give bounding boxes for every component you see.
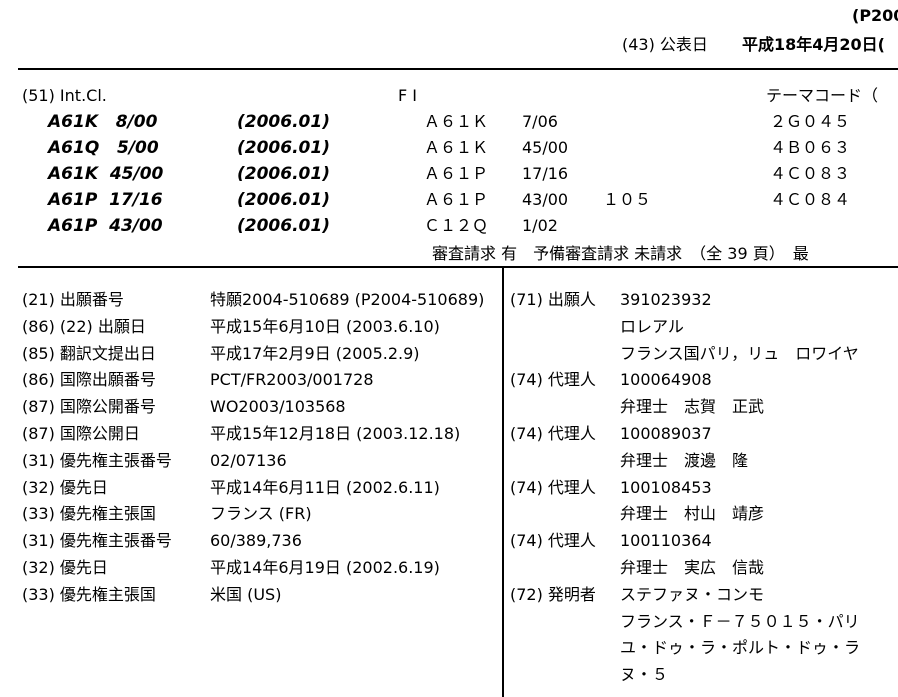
biblio-value: 平成14年6月11日 (2002.6.11) bbox=[210, 478, 440, 498]
fi-header: F I bbox=[398, 86, 417, 106]
biblio-label: (32) 優先日 bbox=[22, 478, 108, 498]
rule bbox=[18, 266, 898, 268]
biblio-label: (21) 出願番号 bbox=[22, 290, 124, 310]
biblio-value: 平成15年6月10日 (2003.6.10) bbox=[210, 317, 440, 337]
biblio-label: (86) (22) 出願日 bbox=[22, 317, 146, 337]
party-line: 391023932 bbox=[620, 290, 712, 310]
biblio-value: 平成15年12月18日 (2003.12.18) bbox=[210, 424, 460, 444]
fi-code: Ａ６１Ｐ bbox=[424, 164, 488, 184]
biblio-value: フランス (FR) bbox=[210, 504, 312, 524]
party-line: 弁理士 実広 信哉 bbox=[620, 558, 764, 578]
biblio-value: 米国 (US) bbox=[210, 585, 281, 605]
ipc-code: A61Q 5/00 bbox=[48, 138, 159, 158]
fi-code: Ａ６１Ｐ bbox=[424, 190, 488, 210]
party-label: (74) 代理人 bbox=[510, 478, 596, 498]
biblio-label: (33) 優先権主張国 bbox=[22, 585, 156, 605]
party-label: (71) 出願人 bbox=[510, 290, 596, 310]
fi-code: Ａ６１Ｋ bbox=[424, 112, 488, 132]
party-line: 弁理士 村山 靖彦 bbox=[620, 504, 764, 524]
theme-code: ２Ｇ０４５ bbox=[770, 112, 850, 132]
ipc-version: (2006.01) bbox=[237, 190, 330, 210]
party-line: ロレアル bbox=[620, 317, 684, 337]
ipc-version: (2006.01) bbox=[237, 164, 330, 184]
biblio-value: 60/389,736 bbox=[210, 531, 302, 551]
biblio-label: (87) 国際公開番号 bbox=[22, 397, 156, 417]
biblio-label: (31) 優先権主張番号 bbox=[22, 451, 172, 471]
theme-code: ４Ｃ０８４ bbox=[770, 190, 850, 210]
party-line: ヌ・５ bbox=[620, 665, 668, 685]
ipc-code: A61P 43/00 bbox=[48, 216, 163, 236]
party-line: ユ・ドゥ・ラ・ポルト・ドゥ・ラ bbox=[620, 638, 860, 658]
party-line: フランス・Ｆ－７５０１５・パリ bbox=[620, 612, 860, 632]
fi-group: 43/00 bbox=[522, 190, 568, 210]
biblio-value: 平成17年2月9日 (2005.2.9) bbox=[210, 344, 420, 364]
ipc-header: (51) Int.Cl. bbox=[22, 86, 107, 106]
fi-group: 7/06 bbox=[522, 112, 558, 132]
biblio-value: WO2003/103568 bbox=[210, 397, 346, 417]
pub-number: (P200 bbox=[852, 6, 898, 26]
theme-header: テーマコード（ bbox=[766, 86, 878, 106]
biblio-value: 02/07136 bbox=[210, 451, 287, 471]
biblio-value: 特願2004-510689 (P2004-510689) bbox=[210, 290, 484, 310]
fi-group: 17/16 bbox=[522, 164, 568, 184]
biblio-label: (31) 優先権主張番号 bbox=[22, 531, 172, 551]
party-label: (74) 代理人 bbox=[510, 424, 596, 444]
party-line: 100089037 bbox=[620, 424, 712, 444]
party-line: 100110364 bbox=[620, 531, 712, 551]
biblio-value: PCT/FR2003/001728 bbox=[210, 370, 374, 390]
ipc-version: (2006.01) bbox=[237, 112, 330, 132]
theme-code: ４Ｂ０６３ bbox=[770, 138, 850, 158]
party-line: 弁理士 志賀 正武 bbox=[620, 397, 764, 417]
fi-group: 45/00 bbox=[522, 138, 568, 158]
ipc-code: A61K 8/00 bbox=[48, 112, 157, 132]
party-line: 100108453 bbox=[620, 478, 712, 498]
ipc-version: (2006.01) bbox=[237, 138, 330, 158]
pub-date: 平成18年4月20日( bbox=[742, 35, 885, 55]
party-label: (74) 代理人 bbox=[510, 370, 596, 390]
biblio-label: (32) 優先日 bbox=[22, 558, 108, 578]
exam-line: 審査請求 有 予備審査請求 未請求 （全 39 頁） 最 bbox=[432, 244, 809, 264]
party-line: 100064908 bbox=[620, 370, 712, 390]
fi-code: Ｃ１２Ｑ bbox=[424, 216, 488, 236]
biblio-value: 平成14年6月19日 (2002.6.19) bbox=[210, 558, 440, 578]
fi-group: 1/02 bbox=[522, 216, 558, 236]
theme-code: ４Ｃ０８３ bbox=[770, 164, 850, 184]
party-line: ステファヌ・コンモ bbox=[620, 585, 764, 605]
ipc-version: (2006.01) bbox=[237, 216, 330, 236]
biblio-label: (87) 国際公開日 bbox=[22, 424, 140, 444]
ipc-code: A61K 45/00 bbox=[48, 164, 163, 184]
pub-date-label: (43) 公表日 bbox=[622, 35, 708, 55]
party-label: (74) 代理人 bbox=[510, 531, 596, 551]
fi-code: Ａ６１Ｋ bbox=[424, 138, 488, 158]
biblio-label: (86) 国際出願番号 bbox=[22, 370, 156, 390]
party-line: 弁理士 渡邊 隆 bbox=[620, 451, 748, 471]
rule bbox=[18, 68, 898, 70]
divider bbox=[502, 268, 504, 697]
party-line: フランス国パリ，リュ ロワイヤ bbox=[620, 344, 859, 364]
biblio-label: (33) 優先権主張国 bbox=[22, 504, 156, 524]
ipc-code: A61P 17/16 bbox=[48, 190, 163, 210]
fi-extra: １０５ bbox=[603, 190, 651, 210]
biblio-label: (85) 翻訳文提出日 bbox=[22, 344, 156, 364]
party-label: (72) 発明者 bbox=[510, 585, 596, 605]
